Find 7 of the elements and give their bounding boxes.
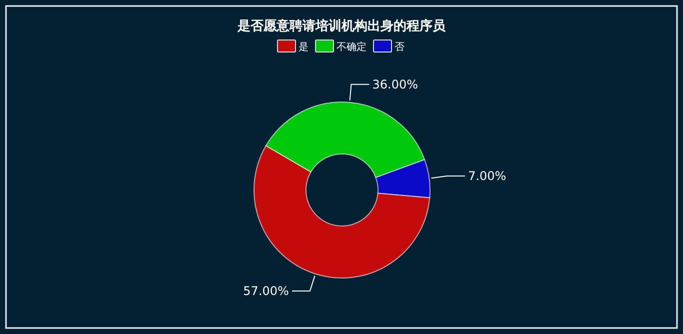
- legend-label: 否: [394, 42, 404, 53]
- data-label: 7.00%: [468, 168, 506, 183]
- chart-title: 是否愿意聘请培训机构出身的程序员: [236, 18, 446, 34]
- legend-label: 不确定: [336, 41, 366, 53]
- legend-label: 是: [298, 42, 308, 53]
- data-label: 36.00%: [372, 77, 418, 92]
- data-label: 57.00%: [243, 284, 289, 298]
